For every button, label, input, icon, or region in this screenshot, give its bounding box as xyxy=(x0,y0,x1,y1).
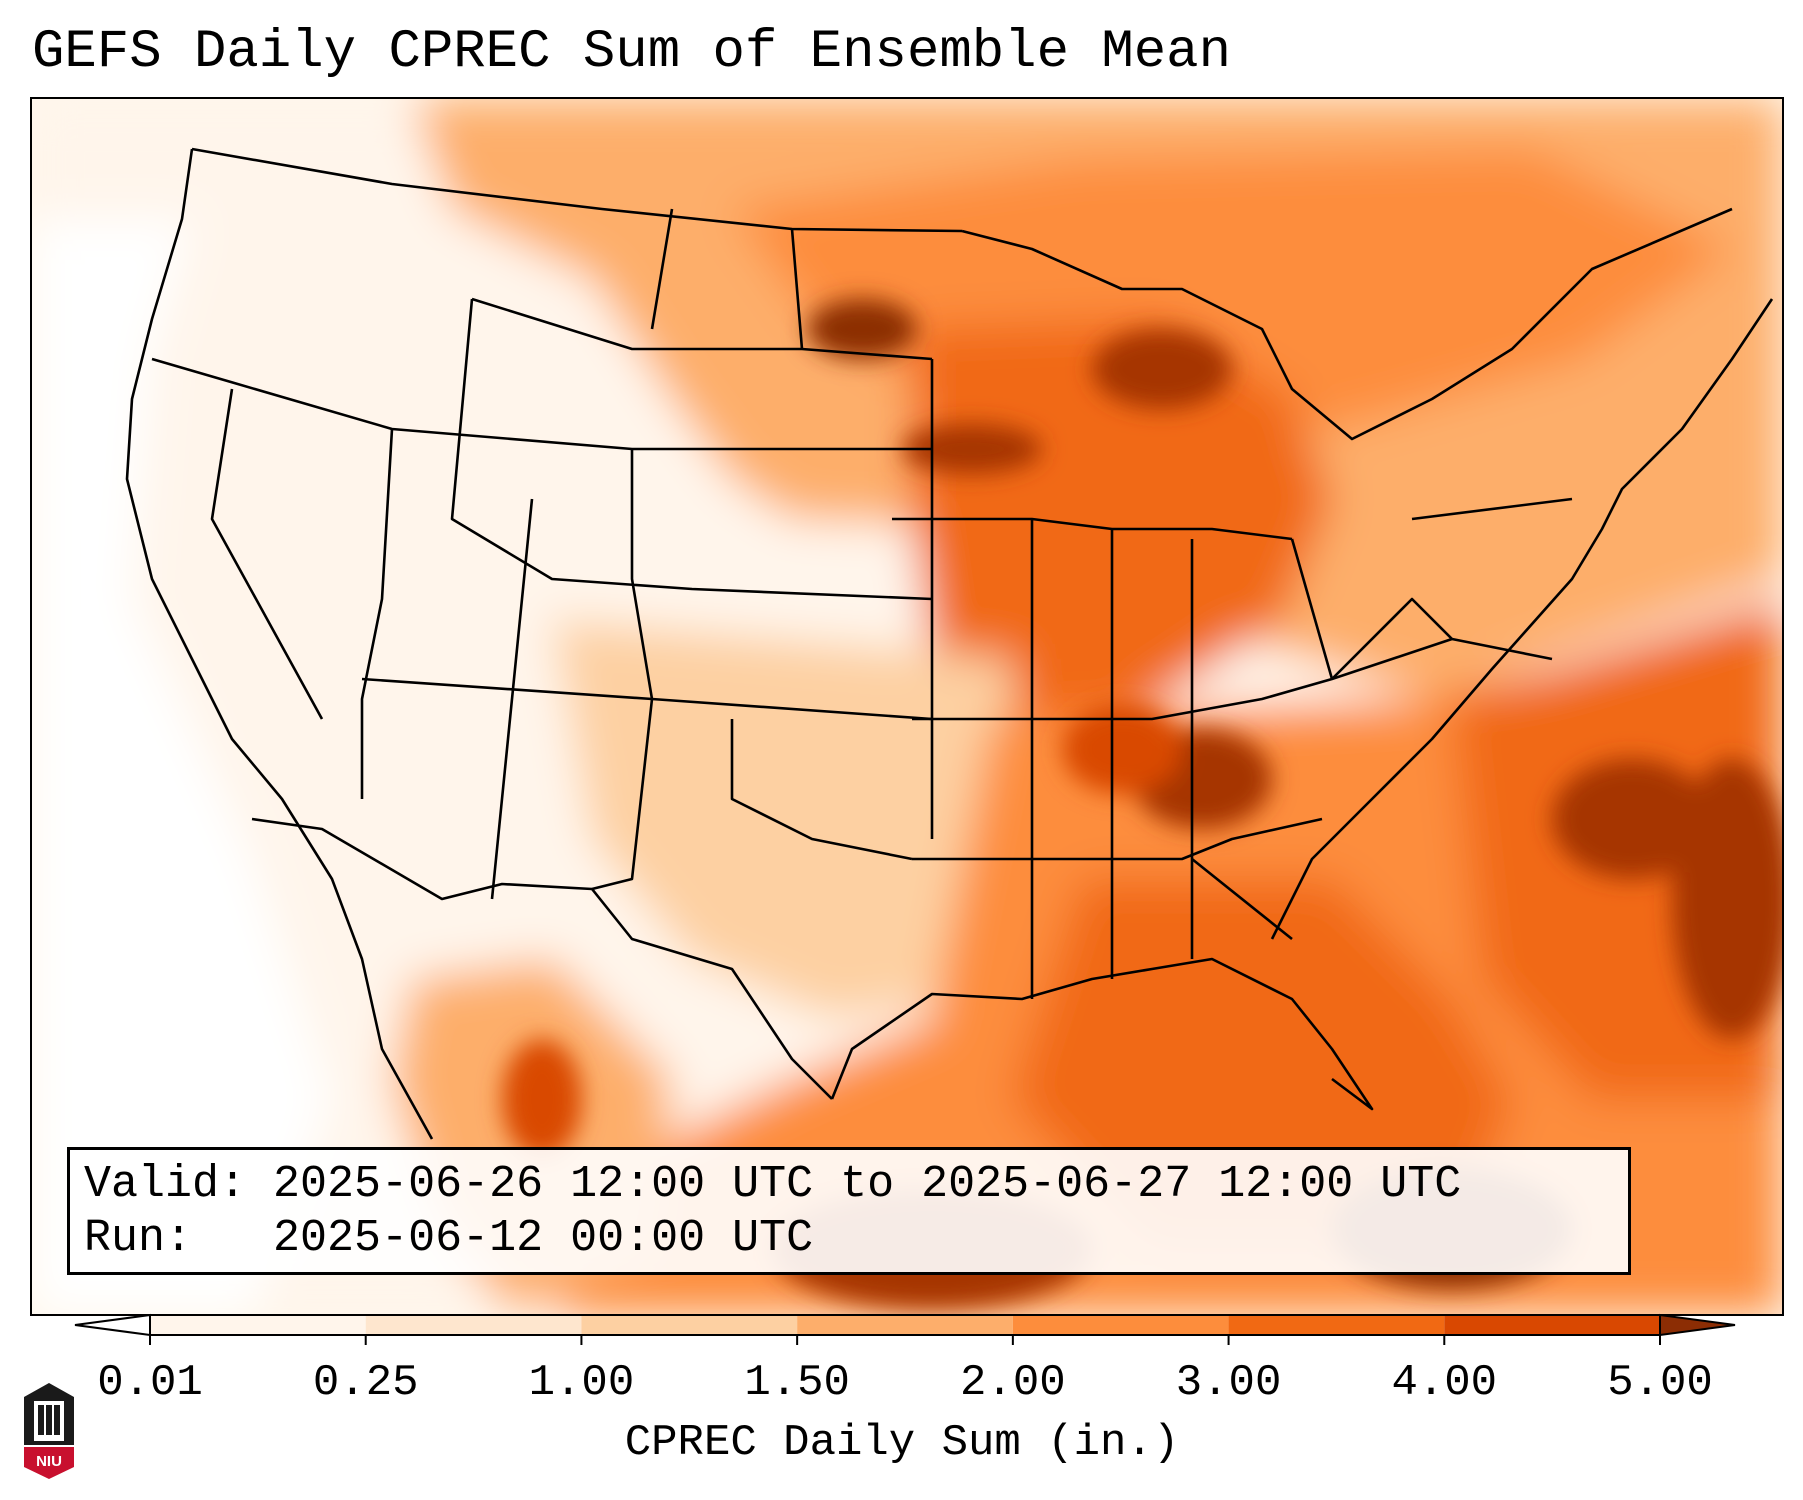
state-boundaries xyxy=(125,147,1774,1140)
valid-run-info-box: Valid: 2025-06-26 12:00 UTC to 2025-06-2… xyxy=(67,1147,1631,1275)
precipitation-field xyxy=(32,99,1782,1314)
colorbar-segment xyxy=(365,1315,582,1335)
niu-logo-text: NIU xyxy=(36,1453,62,1470)
map-title: GEFS Daily CPREC Sum of Ensemble Mean xyxy=(32,22,1231,83)
precipitation-map[interactable] xyxy=(30,97,1784,1316)
colorbar-tick-label: 2.00 xyxy=(960,1358,1066,1408)
colorbar-segment xyxy=(797,1315,1013,1335)
colorbar-segment xyxy=(1012,1315,1229,1335)
colorbar-tick-label: 3.00 xyxy=(1175,1358,1282,1408)
colorbar-tick-label: 0.01 xyxy=(97,1358,203,1408)
colorbar-segment xyxy=(1444,1315,1660,1335)
colorbar-outline xyxy=(149,1314,1661,1336)
valid-label: Valid: xyxy=(84,1159,247,1210)
valid-value: 2025-06-26 12:00 UTC to 2025-06-27 12:00… xyxy=(273,1159,1462,1210)
colorbar-tick-label: 4.00 xyxy=(1391,1358,1498,1408)
colorbar-tick-label: 0.25 xyxy=(312,1358,419,1408)
colorbar-label: CPREC Daily Sum (in.) xyxy=(624,1418,1180,1468)
colorbar xyxy=(74,1313,1736,1345)
colorbar-extend-low xyxy=(74,1313,151,1337)
niu-logo: NIU xyxy=(24,1383,74,1479)
colorbar-extend-high xyxy=(1659,1313,1736,1337)
run-label: Run: xyxy=(84,1213,193,1264)
colorbar-segment xyxy=(150,1315,366,1335)
colorbar-tick-label: 5.00 xyxy=(1607,1358,1713,1408)
colorbar-tick-label: 1.50 xyxy=(744,1358,850,1408)
run-value: 2025-06-12 00:00 UTC xyxy=(273,1213,814,1264)
colorbar-segment xyxy=(1228,1315,1445,1335)
colorbar-segment xyxy=(581,1315,798,1335)
colorbar-tick-label: 1.00 xyxy=(528,1358,635,1408)
